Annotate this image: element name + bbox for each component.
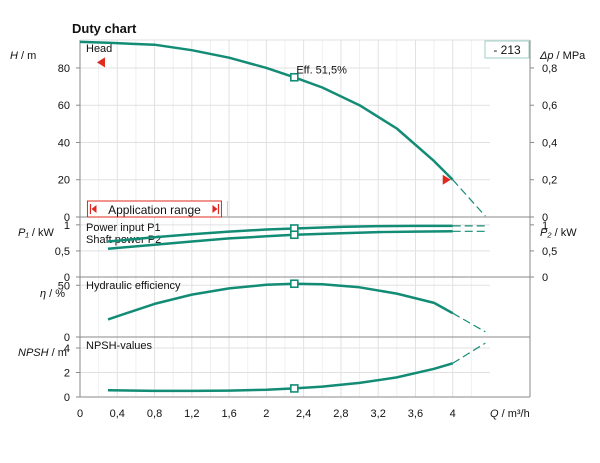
x-tick-label: 2,4 (296, 408, 311, 420)
application-range-box (86, 200, 222, 218)
npsh-axis-label: NPSH / m (18, 347, 67, 359)
head-y-tick-left: 40 (58, 137, 70, 149)
p2-duty-point (290, 230, 299, 240)
power-y-tick-left: 0,5 (55, 246, 70, 258)
application-range-left-arrow (91, 205, 97, 213)
npsh-curve (107, 362, 454, 393)
npsh-y-tick-left: 2 (64, 368, 70, 380)
head-axis-label: H / m (10, 50, 36, 62)
application-range-start-marker (96, 57, 105, 68)
efficiency-duty-point (290, 279, 299, 289)
head-duty-point (290, 72, 299, 82)
power-y-tick-left: 0 (64, 272, 70, 284)
flow-axis-label: Q / m³/h (490, 408, 530, 420)
head-curve-label: Head (86, 43, 112, 55)
head-y-tick-left: 80 (58, 63, 70, 75)
x-tick-label: 0 (77, 408, 83, 420)
power-curve-1 (107, 224, 453, 243)
head-y-tick-left: 0 (64, 212, 70, 224)
x-tick-label: 4 (450, 408, 456, 420)
x-tick-label: 3,6 (408, 408, 423, 420)
x-tick-label: 2,8 (333, 408, 348, 420)
npsh-duty-point (290, 384, 299, 393)
head-y-tick-right: 0,2 (542, 175, 557, 187)
x-tick-label: 1,6 (221, 408, 236, 420)
head-y-tick-right: 0 (542, 212, 548, 224)
application-range-label: Application range (108, 203, 201, 217)
pressure-axis-label: Δp / MPa (539, 50, 586, 62)
chart-title: Duty chart (72, 21, 137, 36)
power-y-tick-right: 1 (542, 220, 548, 232)
efficiency-curve-extension (452, 312, 486, 333)
efficiency-y-tick-left: 0 (64, 332, 70, 344)
head-y-tick-right: 0,4 (542, 137, 557, 149)
npsh-y-tick-left: 0 (64, 392, 70, 404)
pump-tag-box (484, 40, 530, 59)
p2-axis-label: P₂ / kW (540, 227, 577, 239)
power-y-tick-right: 0,5 (542, 246, 557, 258)
x-tick-label: 0,8 (147, 408, 162, 420)
head-y-tick-right: 0,8 (542, 63, 557, 75)
power-curve-2 (107, 230, 453, 251)
x-tick-label: 2 (263, 408, 269, 420)
application-range-end-marker (442, 174, 451, 185)
efficiency-curve-label: Hydraulic efficiency (86, 280, 181, 292)
p1-curve-label: Power input P1 (86, 222, 161, 234)
power-y-tick-right: 0 (542, 272, 548, 284)
head-curve (79, 40, 454, 181)
x-tick-label: 0,4 (110, 408, 125, 420)
npsh-y-tick-left: 4 (64, 343, 70, 355)
head-y-tick-left: 20 (58, 175, 70, 187)
efficiency-y-tick-left: 50 (58, 280, 70, 292)
duty-point-efficiency-label: Eff. 51,5% (296, 64, 347, 76)
power-y-tick-left: 1 (64, 220, 70, 232)
npsh-curve-extension (452, 342, 486, 364)
p1-axis-label: P₁ / kW (18, 227, 54, 239)
x-tick-label: 1,2 (184, 408, 199, 420)
efficiency-axis-label: η / % (40, 288, 65, 300)
pump-tag-label: - 213 (493, 43, 521, 57)
head-y-tick-right: 0,6 (542, 100, 557, 112)
application-range-right-arrow (212, 205, 218, 213)
head-curve-extension (452, 179, 486, 217)
npsh-curve-label: NPSH-values (86, 340, 153, 352)
head-y-tick-left: 60 (58, 100, 70, 112)
x-tick-label: 3,2 (371, 408, 386, 420)
